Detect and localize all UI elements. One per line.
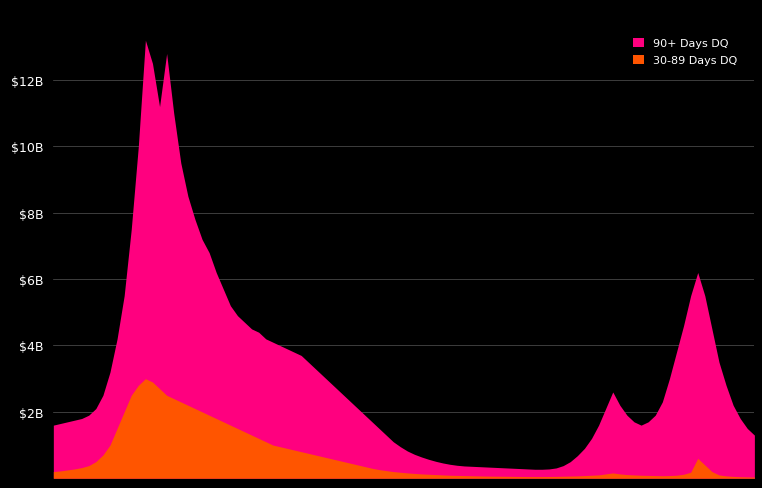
Legend: 90+ Days DQ, 30-89 Days DQ: 90+ Days DQ, 30-89 Days DQ [629, 34, 742, 70]
